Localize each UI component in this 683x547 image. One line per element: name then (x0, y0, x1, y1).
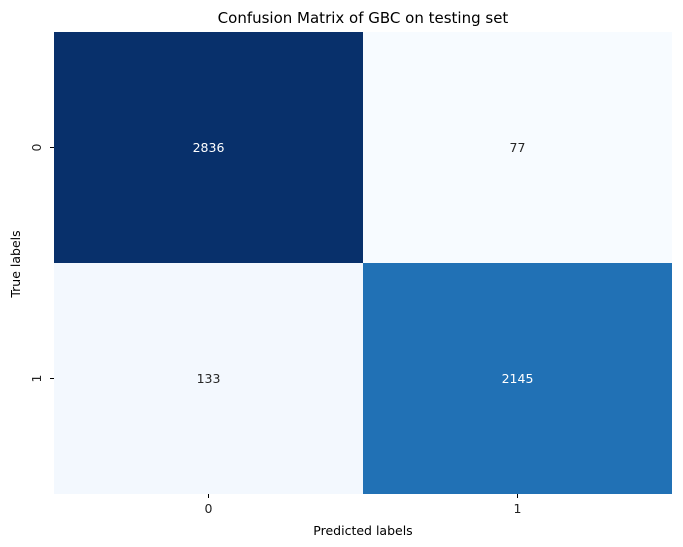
y-tick-label-1: 1 (29, 375, 44, 383)
cell-value-0-1: 77 (510, 140, 526, 155)
heatmap-cells (54, 32, 672, 494)
heatmap-cell-1-1 (363, 263, 672, 494)
cell-value-0-0: 2836 (193, 140, 225, 155)
y-axis-label: True labels (8, 230, 23, 298)
x-tick-label-1: 1 (514, 501, 522, 516)
heatmap-cell-0-1 (363, 32, 672, 263)
cell-value-1-0: 133 (197, 371, 221, 386)
y-tick-label-0: 0 (29, 143, 44, 151)
x-tick-label-0: 0 (205, 501, 213, 516)
heatmap-cell-0-0 (54, 32, 363, 263)
heatmap-cell-1-0 (54, 263, 363, 494)
heatmap-cell-labels: 2836 77 133 2145 (193, 140, 534, 386)
axis-ticks: 0 1 0 1 (29, 143, 521, 516)
cell-value-1-1: 2145 (502, 371, 534, 386)
chart-title: Confusion Matrix of GBC on testing set (218, 9, 509, 27)
x-axis-label: Predicted labels (313, 523, 412, 538)
